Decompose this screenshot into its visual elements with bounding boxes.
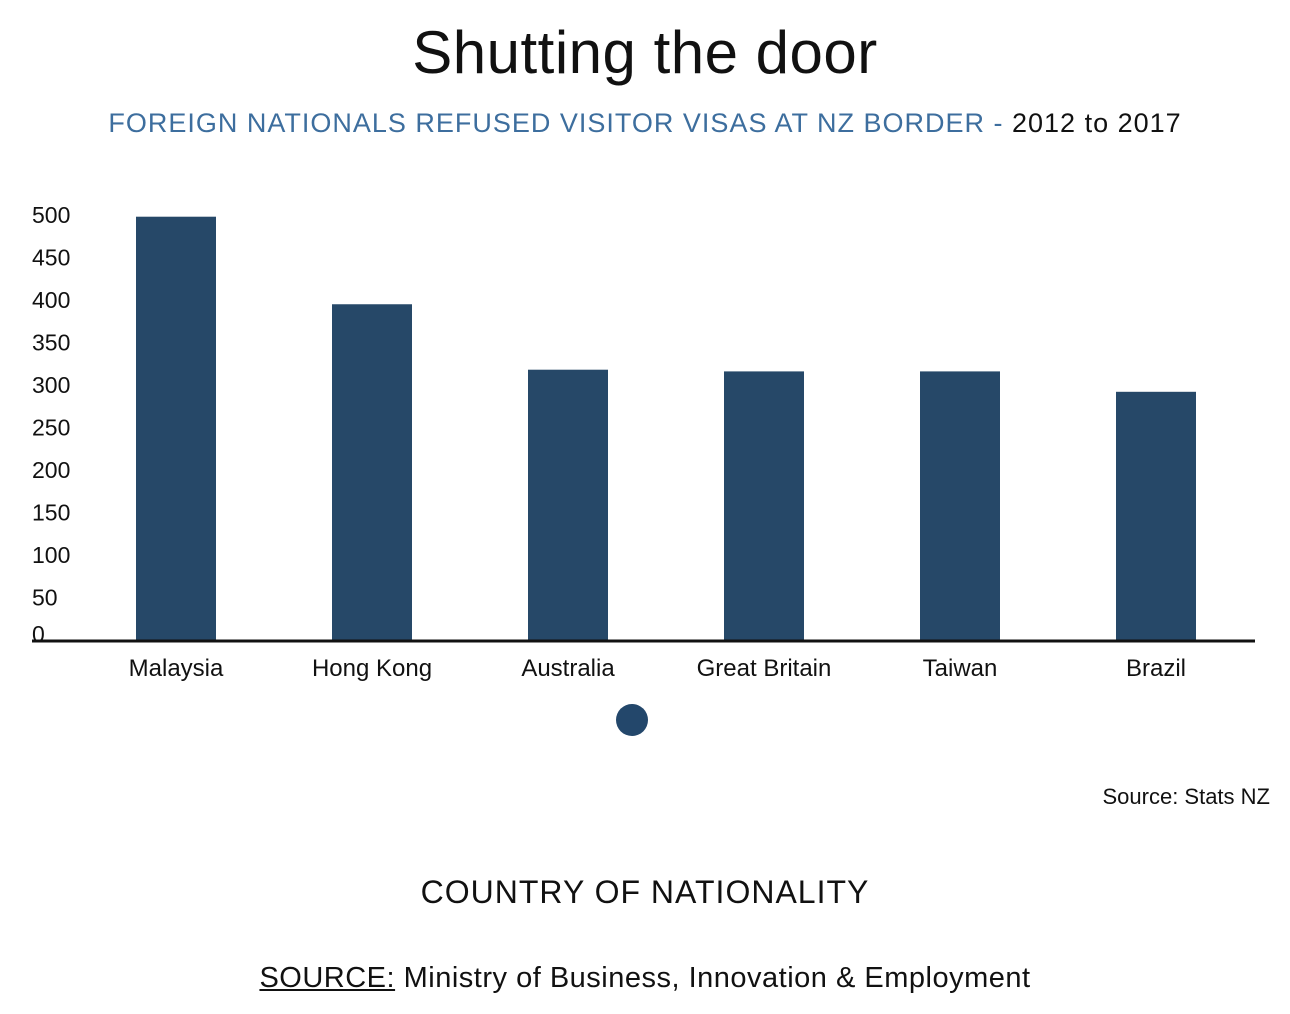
x-tick-label: Hong Kong — [312, 655, 432, 682]
subtitle-years: 2012 to 2017 — [1012, 108, 1182, 138]
x-axis-title: COUNTRY OF NATIONALITY — [420, 874, 870, 910]
y-tick-label: 350 — [32, 330, 70, 356]
x-tick-label: Brazil — [1126, 655, 1186, 682]
y-tick-label: 0 — [32, 621, 45, 647]
chart-title: Shutting the door — [412, 19, 878, 86]
subtitle-main: FOREIGN NATIONALS REFUSED VISITOR VISAS … — [108, 108, 1012, 138]
chart-subtitle: FOREIGN NATIONALS REFUSED VISITOR VISAS … — [0, 108, 1290, 139]
y-tick-label: 450 — [32, 245, 70, 271]
y-tick-label: 100 — [32, 542, 70, 568]
y-tick-label: 500 — [32, 202, 70, 228]
x-tick-label: Australia — [521, 655, 615, 682]
y-tick-label: 200 — [32, 457, 70, 483]
bar — [136, 216, 216, 640]
y-tick-label: 50 — [32, 585, 58, 611]
source-note: Source: Stats NZ — [1102, 784, 1270, 809]
x-tick-label: Malaysia — [129, 655, 224, 682]
x-tick-label: Taiwan — [923, 655, 998, 682]
source-text: Ministry of Business, Innovation & Emplo… — [395, 962, 1031, 994]
x-tick-label: Great Britain — [697, 655, 832, 682]
bar — [920, 371, 1000, 640]
y-tick-label: 400 — [32, 287, 70, 313]
bar — [1116, 391, 1196, 640]
source-credit: SOURCE: Ministry of Business, Innovation… — [0, 962, 1290, 995]
y-tick-label: 250 — [32, 415, 70, 441]
bar — [724, 371, 804, 640]
bar — [528, 369, 608, 640]
source-label: SOURCE: — [259, 962, 396, 994]
carousel-dot[interactable] — [616, 704, 648, 736]
y-tick-label: 150 — [32, 500, 70, 526]
y-tick-label: 300 — [32, 372, 70, 398]
bar — [332, 304, 412, 640]
